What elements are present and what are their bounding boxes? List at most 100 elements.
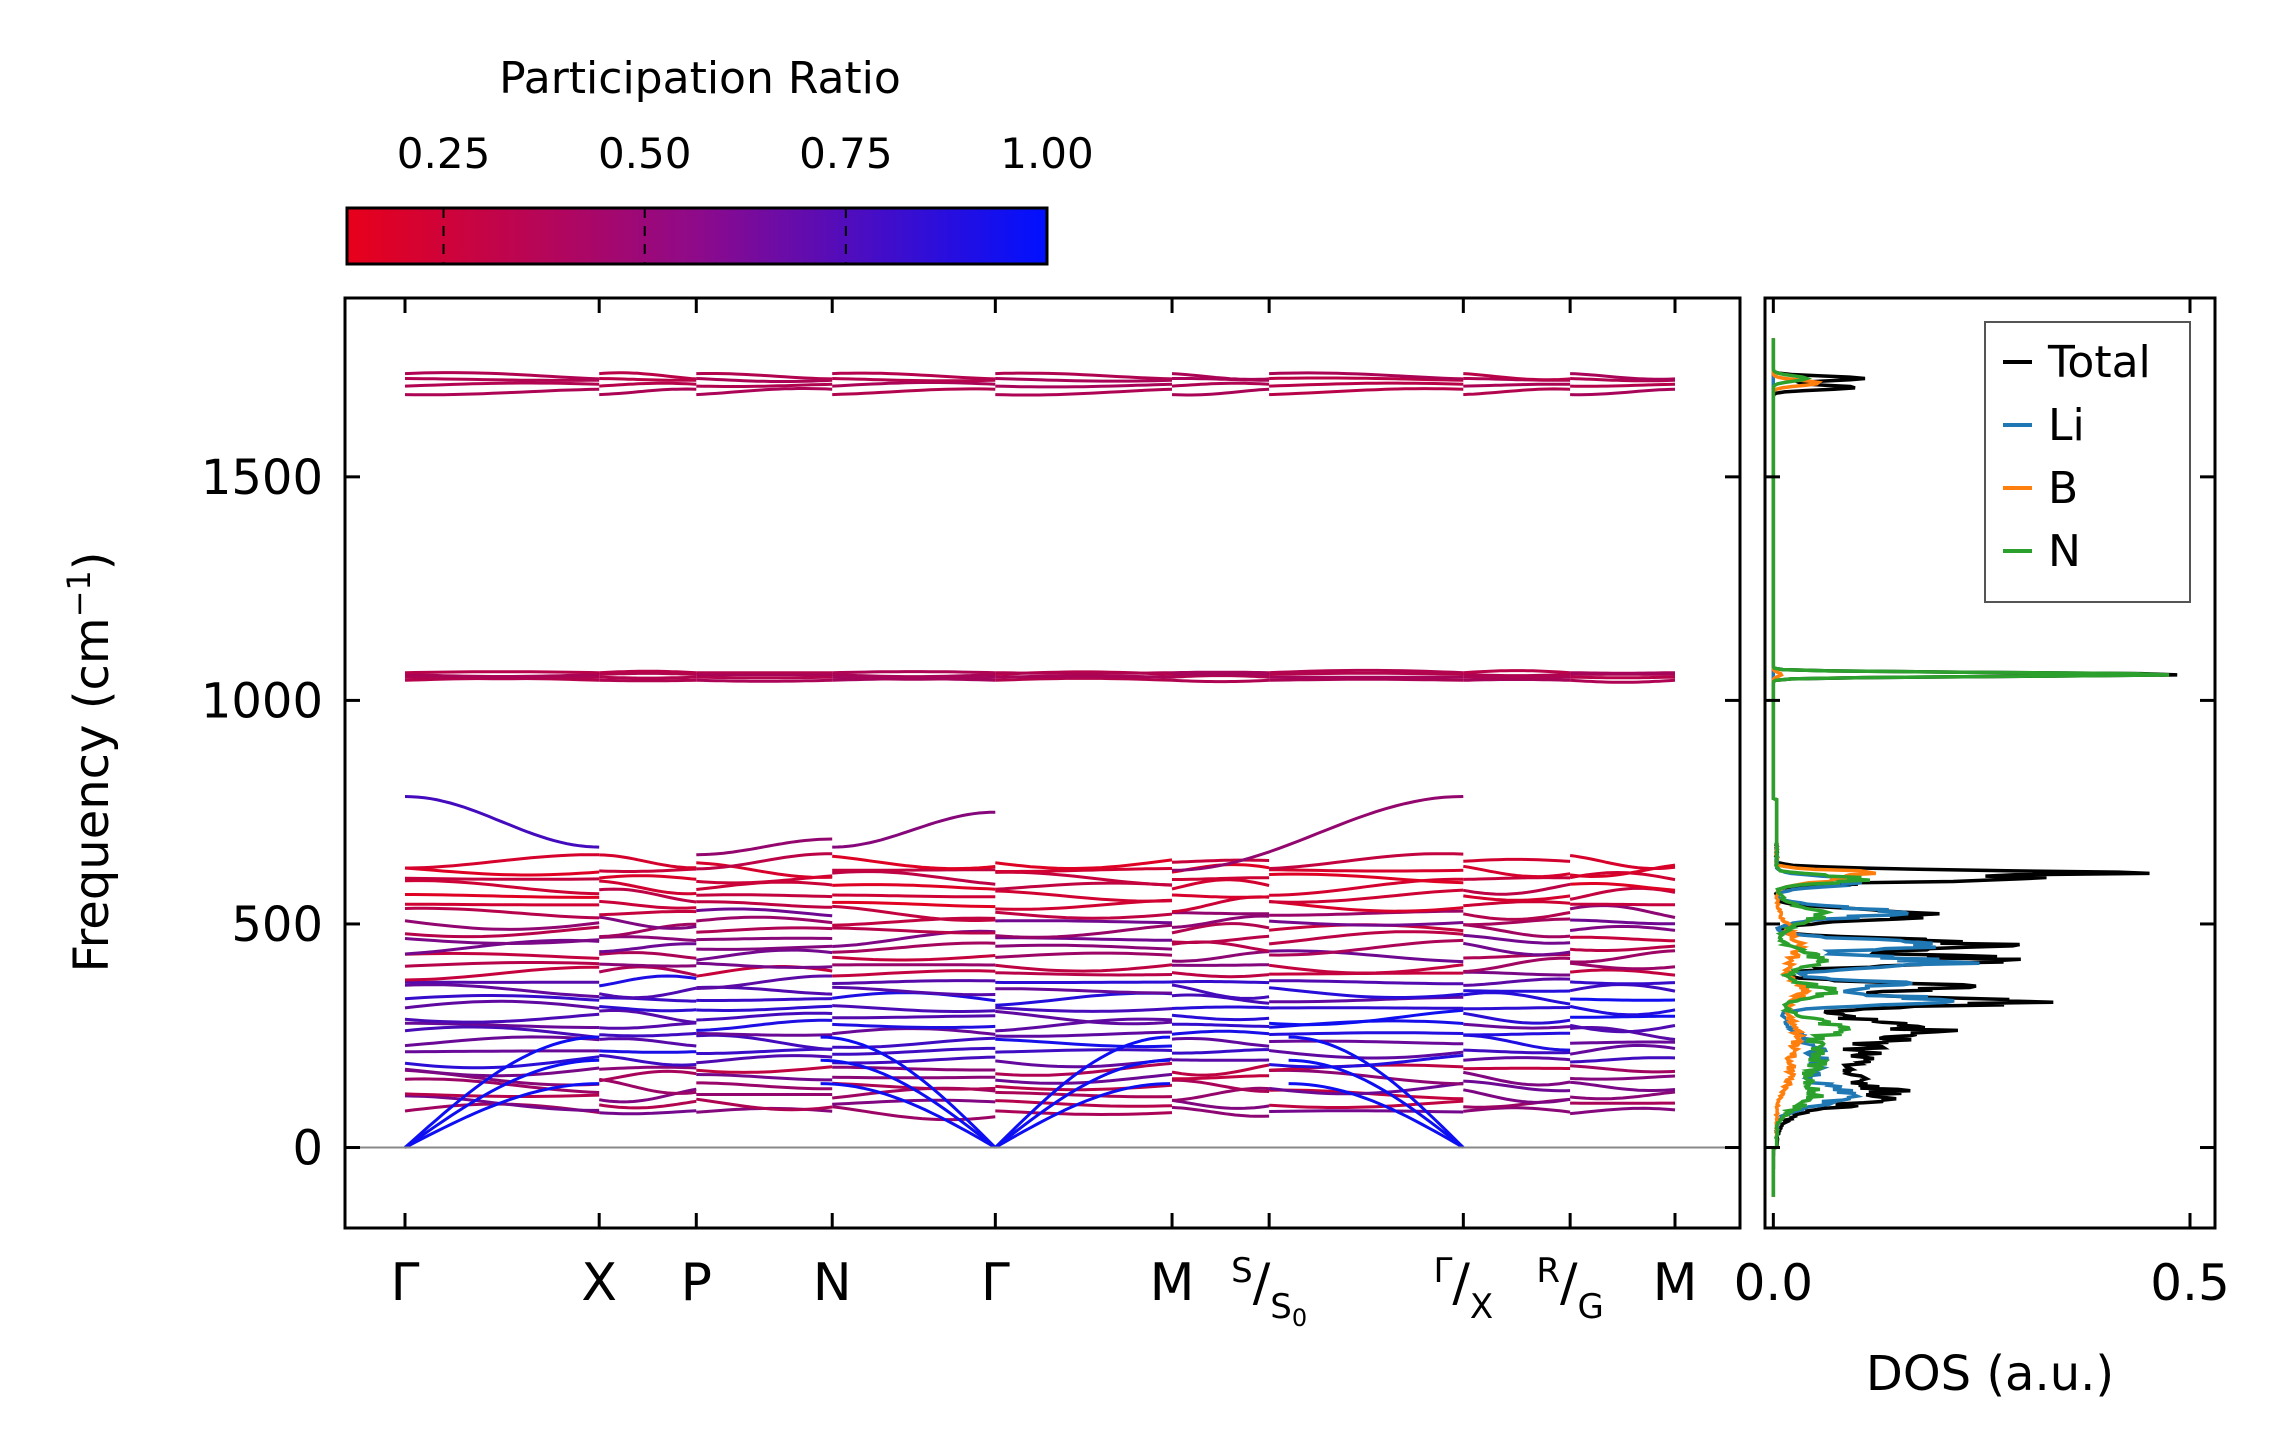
band-line: [1171, 381, 1270, 388]
band-line: [995, 674, 1173, 679]
band-line: [995, 377, 1173, 383]
band-line: [832, 1075, 996, 1080]
band-line: [696, 678, 833, 683]
band-line: [404, 1025, 600, 1039]
band-line: [404, 879, 600, 896]
band-line: [1463, 675, 1571, 680]
band-line: [404, 951, 600, 960]
band-line: [404, 670, 600, 675]
band-line: [1171, 878, 1270, 891]
band-line: [404, 371, 600, 381]
band-line: [1269, 1099, 1464, 1109]
band-line: [1171, 858, 1270, 864]
band-line: [599, 371, 697, 381]
band-line: [599, 381, 697, 388]
band-line: [696, 1054, 833, 1065]
band-line: [1569, 968, 1676, 977]
dos-axes: 0.0 0.5: [1734, 298, 2230, 1312]
band-line: [832, 371, 996, 381]
band-line: [832, 1046, 996, 1056]
band-line: [832, 954, 996, 962]
band-line: [599, 1053, 697, 1067]
dos-legend: Total Li BN: [1984, 321, 2191, 603]
band-line: [1569, 924, 1676, 932]
band-line: [1463, 677, 1571, 682]
band-line: [1569, 1080, 1676, 1092]
band-frame: [343, 296, 1742, 1230]
band-line: [599, 899, 697, 910]
band-line: [1171, 1037, 1270, 1048]
band-line: [696, 900, 833, 909]
band-line: [1171, 1063, 1270, 1077]
band-line: [599, 951, 697, 960]
band-line: [1268, 1053, 1464, 1069]
band-line: [1569, 904, 1676, 919]
band-line: [405, 902, 600, 907]
band-line: [832, 985, 996, 997]
band-line: [405, 1021, 600, 1029]
band-line: [1171, 1098, 1270, 1110]
kpoint-label: X: [581, 1253, 617, 1313]
y-tick-label: 500: [231, 897, 323, 953]
legend-label-li: Li: [2048, 400, 2085, 451]
band-line: [1463, 382, 1571, 388]
band-line: [1570, 675, 1675, 680]
band-line: [696, 382, 833, 388]
band-line: [404, 919, 600, 931]
band-line: [1569, 944, 1676, 952]
band-line: [404, 1035, 600, 1048]
acoustic-branch: [820, 1058, 997, 1149]
band-line: [404, 866, 600, 877]
band-line: [696, 997, 833, 1002]
band-line: [696, 1018, 833, 1032]
band-line: [1463, 876, 1571, 881]
band-line: [599, 387, 697, 397]
band-line: [995, 1030, 1173, 1038]
band-line: [832, 673, 996, 679]
legend-label-total: Total: [2047, 337, 2151, 388]
band-line: [1171, 911, 1270, 916]
band-line: [404, 673, 600, 678]
band-line: [599, 669, 697, 675]
band-line: [599, 996, 697, 1003]
band-line: [404, 387, 600, 397]
band-line: [1463, 1079, 1571, 1093]
band-line: [1171, 980, 1270, 985]
band-line: [1463, 900, 1571, 908]
band-line: [696, 907, 833, 918]
band-line: [599, 962, 697, 968]
band-line: [405, 893, 600, 899]
dos-panel: 0.0 0.5 DOS (a.u.) Total Li BN: [1734, 296, 2230, 1402]
acoustic-branch: [820, 1082, 997, 1149]
band-line: [832, 810, 996, 849]
band-line: [832, 904, 996, 922]
band-line: [1268, 930, 1464, 946]
colorbar-gradient: [345, 206, 1049, 266]
band-line: [995, 867, 1173, 873]
band-line: [1570, 935, 1676, 943]
band-line: [1463, 941, 1571, 957]
band-line: [832, 381, 996, 388]
band-line: [696, 936, 833, 942]
band-line: [1269, 868, 1464, 873]
band-line: [696, 1065, 833, 1074]
band-line: [1269, 1006, 1464, 1010]
band-line: [1269, 387, 1464, 397]
band-line: [1569, 1023, 1676, 1034]
y-axis-label: Frequency (cm−1): [60, 551, 120, 972]
band-line: [1171, 1029, 1270, 1036]
band-line: [1569, 1004, 1676, 1017]
band-line: [1269, 1068, 1464, 1086]
band-line: [696, 961, 833, 970]
band-line: [404, 937, 600, 946]
band-line: [599, 874, 697, 881]
acoustic-branch: [404, 1058, 600, 1149]
band-line: [1569, 1106, 1676, 1116]
colorbar-ticks: 0.25 0.50 0.75 1.00: [397, 129, 1094, 264]
band-line: [832, 1055, 996, 1065]
band-line: [832, 870, 996, 886]
band-line: [995, 1109, 1173, 1117]
band-line: [1463, 673, 1571, 678]
band-line: [1172, 876, 1270, 881]
band-line: [832, 893, 996, 899]
